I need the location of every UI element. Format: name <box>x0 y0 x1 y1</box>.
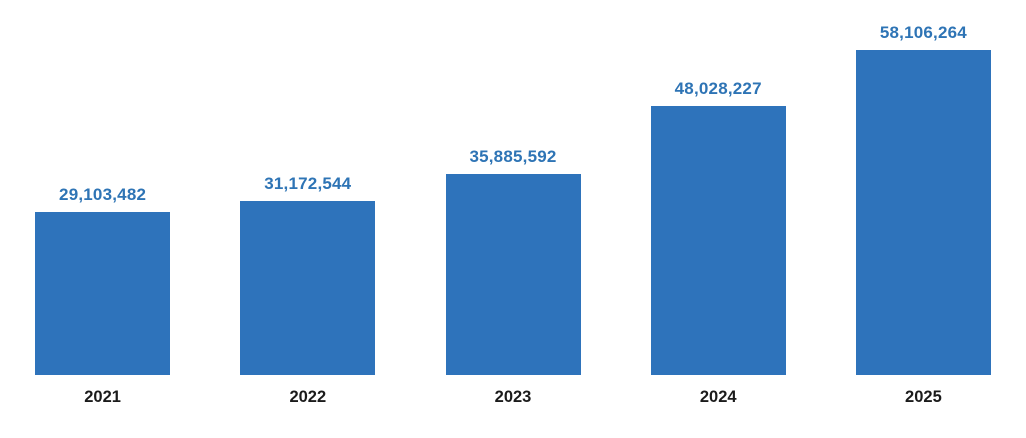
bar-column-2021: 29,103,482 2021 <box>0 0 205 438</box>
bar-column-2023: 35,885,592 2023 <box>410 0 615 438</box>
bar-stack: 48,028,227 <box>650 0 786 375</box>
data-label-2025: 58,106,264 <box>879 23 967 42</box>
data-label-2022: 31,172,544 <box>264 174 352 193</box>
bar-stack: 35,885,592 <box>445 0 581 375</box>
data-label-2021: 29,103,482 <box>59 185 147 204</box>
bar-stack: 58,106,264 <box>855 0 991 375</box>
bar-column-2024: 48,028,227 2024 <box>616 0 821 438</box>
bar-column-2022: 31,172,544 2022 <box>205 0 410 438</box>
bar-2021 <box>35 212 171 375</box>
data-label-2023: 35,885,592 <box>469 147 557 166</box>
category-label-2024: 2024 <box>699 388 737 406</box>
category-label-2021: 2021 <box>84 388 121 406</box>
category-label-2025: 2025 <box>905 388 942 406</box>
data-label-2024: 48,028,227 <box>674 79 762 98</box>
bar-column-2025: 58,106,264 2025 <box>821 0 1026 438</box>
bar-stack: 29,103,482 <box>35 0 171 375</box>
bar-2022 <box>240 201 376 375</box>
bar-2024 <box>650 106 786 375</box>
category-label-2022: 2022 <box>289 388 327 406</box>
category-label-2023: 2023 <box>494 388 532 406</box>
bar-stack: 31,172,544 <box>240 0 376 375</box>
bar-2025 <box>855 50 991 375</box>
bar-2023 <box>445 174 581 375</box>
